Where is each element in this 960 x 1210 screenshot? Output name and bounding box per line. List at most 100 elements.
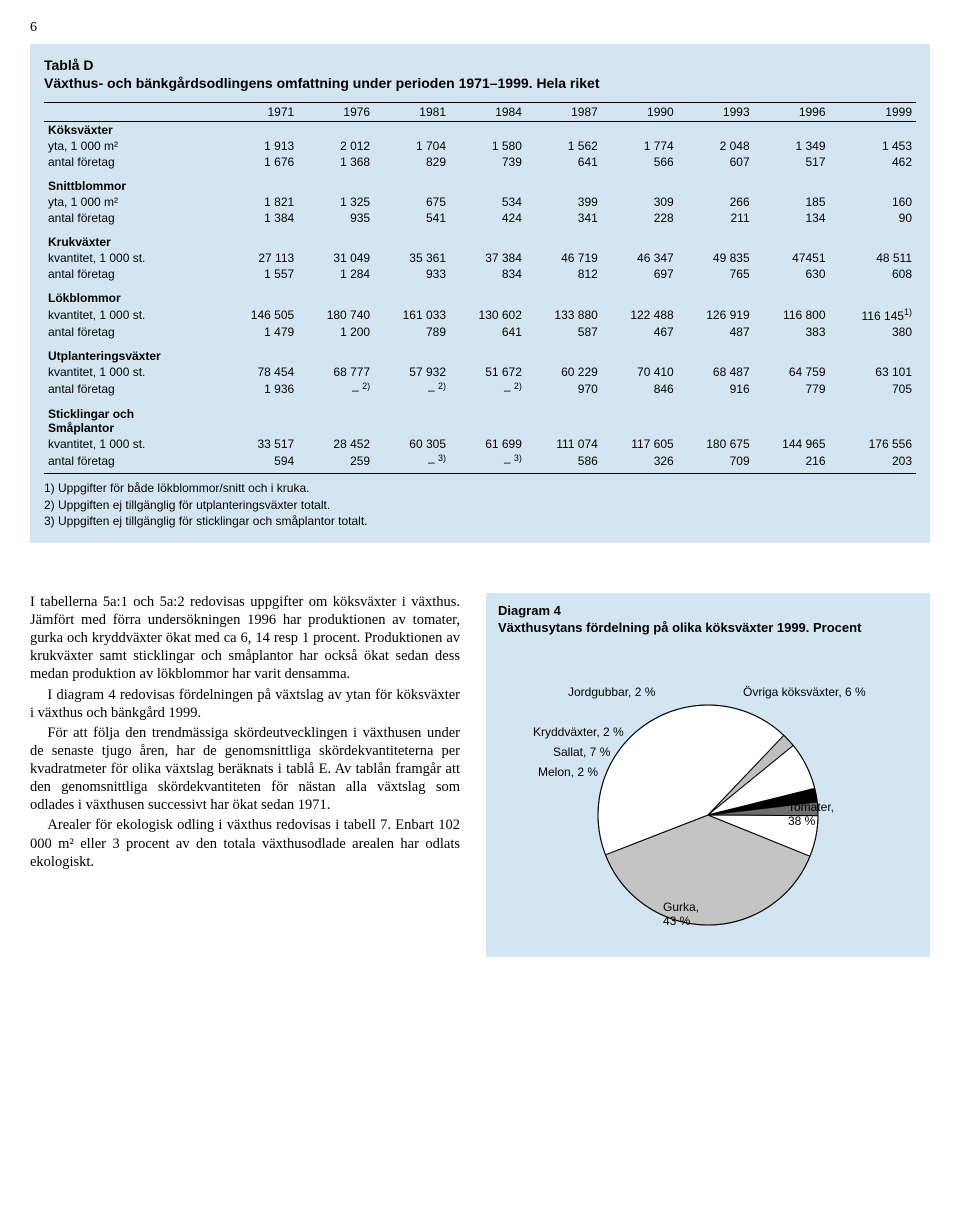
- table-cell: 970: [526, 380, 602, 398]
- table-cell: 90: [830, 210, 916, 226]
- table-cell: 47451: [754, 250, 830, 266]
- table-cell: – 3): [374, 452, 450, 474]
- table-d-block: Tablå D Växthus- och bänkgårdsodlingens …: [30, 44, 930, 543]
- body-text-column: I tabellerna 5a:1 och 5a:2 redovisas upp…: [30, 593, 460, 957]
- diagram-title-line1: Diagram 4: [498, 603, 561, 618]
- section-header: Sticklingar ochSmåplantor: [44, 406, 222, 436]
- table-cell: 467: [602, 324, 678, 340]
- table-cell: 697: [602, 266, 678, 282]
- table-body: Köksväxter yta, 1 000 m²1 9132 0121 7041…: [44, 122, 916, 474]
- table-cell: 1 562: [526, 138, 602, 154]
- table-head: 197119761981198419871990199319961999: [44, 103, 916, 122]
- table-cell: 27 113: [222, 250, 298, 266]
- table-title-line2: Växthus- och bänkgårdsodlingens omfattni…: [44, 75, 599, 91]
- section-header: Snittblommor: [44, 178, 222, 194]
- row-label: antal företag: [44, 324, 222, 340]
- table-cell: 116 1451): [830, 306, 916, 324]
- pie-label: Melon, 2 %: [538, 765, 598, 779]
- table-cell: 176 556: [830, 436, 916, 452]
- table-cell: 462: [830, 154, 916, 170]
- table-cell: – 2): [298, 380, 374, 398]
- table-cell: 1 774: [602, 138, 678, 154]
- table-col-header: 1981: [374, 103, 450, 122]
- table-cell: 812: [526, 266, 602, 282]
- table-cell: 68 487: [678, 364, 754, 380]
- section-header: Utplanteringsväxter: [44, 348, 222, 364]
- table-cell: 1 453: [830, 138, 916, 154]
- table-cell: 49 835: [678, 250, 754, 266]
- row-label: antal företag: [44, 452, 222, 474]
- table-cell: 126 919: [678, 306, 754, 324]
- table-cell: 134: [754, 210, 830, 226]
- table-cell: 116 800: [754, 306, 830, 324]
- table-cell: – 2): [374, 380, 450, 398]
- table-row: antal företag1 3849355414243412282111349…: [44, 210, 916, 226]
- section-header: Krukväxter: [44, 234, 222, 250]
- table-cell: 180 740: [298, 306, 374, 324]
- table-cell: 1 284: [298, 266, 374, 282]
- table-cell: 765: [678, 266, 754, 282]
- table-cell: 1 936: [222, 380, 298, 398]
- row-label: yta, 1 000 m²: [44, 138, 222, 154]
- row-label: kvantitet, 1 000 st.: [44, 306, 222, 324]
- table-cell: 834: [450, 266, 526, 282]
- table-cell: 133 880: [526, 306, 602, 324]
- diagram-4-block: Diagram 4 Växthusytans fördelning på oli…: [486, 593, 930, 957]
- table-row: antal företag1 4791 20078964158746748738…: [44, 324, 916, 340]
- table-cell: 541: [374, 210, 450, 226]
- table-cell: 122 488: [602, 306, 678, 324]
- table-cell: 228: [602, 210, 678, 226]
- row-label: kvantitet, 1 000 st.: [44, 250, 222, 266]
- table-cell: 587: [526, 324, 602, 340]
- footnote: 2) Uppgiften ej tillgänglig för utplante…: [44, 497, 916, 513]
- table-cell: 117 605: [602, 436, 678, 452]
- body-p1: I tabellerna 5a:1 och 5a:2 redovisas upp…: [30, 593, 460, 684]
- table-cell: 675: [374, 194, 450, 210]
- table-cell: 2 012: [298, 138, 374, 154]
- table-row: antal företag594259– 3)– 3)5863267092162…: [44, 452, 916, 474]
- table-cell: 33 517: [222, 436, 298, 452]
- table-cell: 1 704: [374, 138, 450, 154]
- pie-label: Jordgubbar, 2 %: [568, 685, 655, 699]
- table-title: Tablå D Växthus- och bänkgårdsodlingens …: [44, 56, 916, 92]
- table-cell: 146 505: [222, 306, 298, 324]
- table-col-header: 1999: [830, 103, 916, 122]
- table-cell: 630: [754, 266, 830, 282]
- table-cell: 705: [830, 380, 916, 398]
- table-cell: 46 719: [526, 250, 602, 266]
- table-cell: 829: [374, 154, 450, 170]
- table-cell: 203: [830, 452, 916, 474]
- table-col-header: [44, 103, 222, 122]
- table-cell: 487: [678, 324, 754, 340]
- table-cell: 326: [602, 452, 678, 474]
- table-cell: 424: [450, 210, 526, 226]
- row-label: kvantitet, 1 000 st.: [44, 364, 222, 380]
- table-cell: 534: [450, 194, 526, 210]
- table-cell: 37 384: [450, 250, 526, 266]
- table-cell: 78 454: [222, 364, 298, 380]
- table-row: yta, 1 000 m²1 9132 0121 7041 5801 5621 …: [44, 138, 916, 154]
- table-cell: 130 602: [450, 306, 526, 324]
- table-d: 197119761981198419871990199319961999 Kök…: [44, 102, 916, 474]
- table-row: antal företag1 6761 36882973964156660751…: [44, 154, 916, 170]
- table-cell: 309: [602, 194, 678, 210]
- table-cell: 1 821: [222, 194, 298, 210]
- body-p3: För att följa den trendmässiga skördeutv…: [30, 724, 460, 815]
- table-cell: 1 200: [298, 324, 374, 340]
- table-cell: 63 101: [830, 364, 916, 380]
- table-row: kvantitet, 1 000 st.33 51728 45260 30561…: [44, 436, 916, 452]
- row-label: yta, 1 000 m²: [44, 194, 222, 210]
- table-cell: 31 049: [298, 250, 374, 266]
- table-cell: 35 361: [374, 250, 450, 266]
- table-cell: 46 347: [602, 250, 678, 266]
- row-label: kvantitet, 1 000 st.: [44, 436, 222, 452]
- table-cell: 1 384: [222, 210, 298, 226]
- table-cell: 739: [450, 154, 526, 170]
- table-cell: 1 368: [298, 154, 374, 170]
- table-title-line1: Tablå D: [44, 57, 94, 73]
- table-cell: 607: [678, 154, 754, 170]
- table-cell: 1 349: [754, 138, 830, 154]
- table-col-header: 1996: [754, 103, 830, 122]
- table-cell: 935: [298, 210, 374, 226]
- table-col-header: 1971: [222, 103, 298, 122]
